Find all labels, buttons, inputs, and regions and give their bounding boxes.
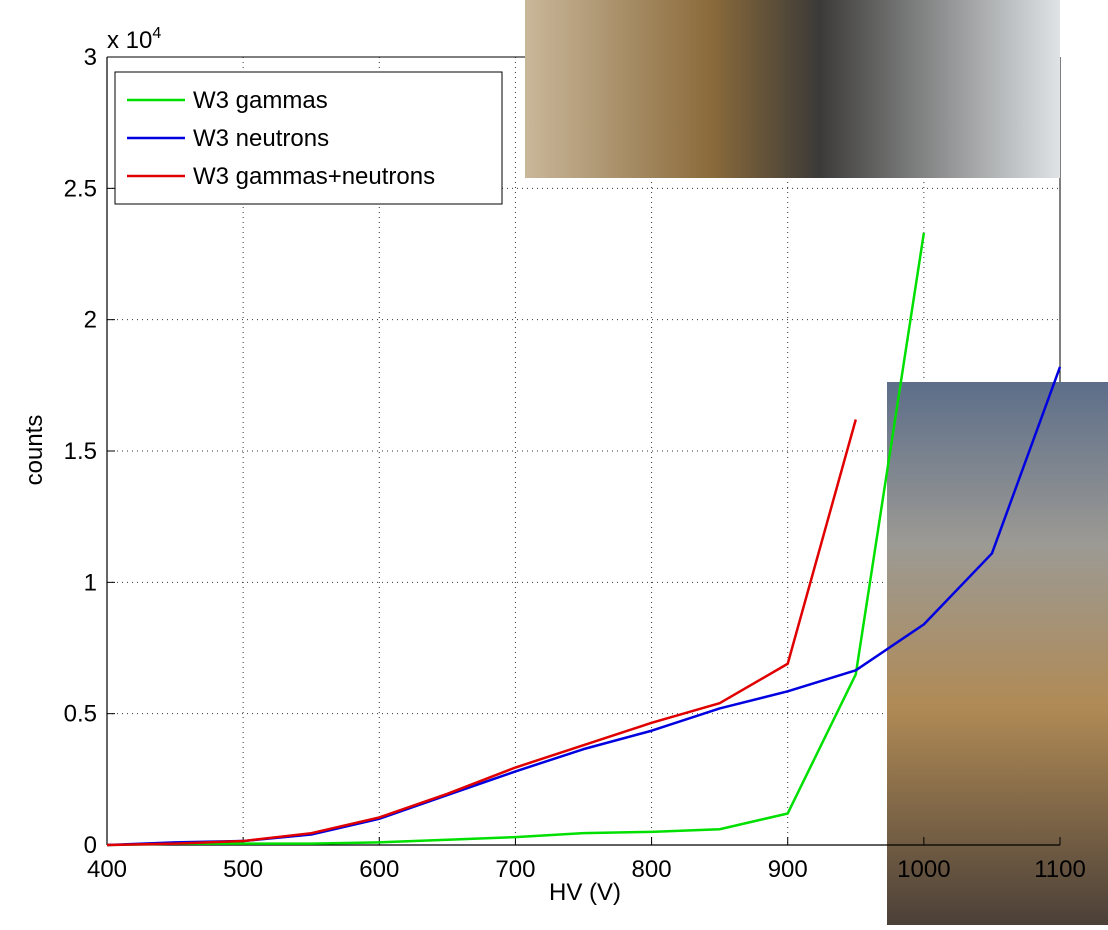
x-tick-label: 1000 [897,856,950,883]
legend-label: W3 gammas [193,87,328,114]
y-tick-label: 1.5 [64,438,97,465]
x-tick-label: 400 [87,856,127,883]
y-multiplier-exponent: 4 [152,25,161,42]
y-multiplier-base: x 10 [107,27,152,54]
x-tick-label: 600 [359,856,399,883]
y-tick-label: 3 [84,44,97,71]
y-tick-label: 1 [84,569,97,596]
x-axis-label: HV (V) [549,879,621,906]
photo-inset [887,382,1108,925]
legend: W3 gammas W3 neutrons W3 gammas+neutrons [114,71,503,205]
legend-label: W3 neutrons [193,125,329,152]
series-line [106,232,926,847]
y-axis-label: counts [21,415,48,486]
x-tick-label: 900 [768,856,808,883]
x-tick-label: 800 [632,856,672,883]
y-tick-label: 0 [84,832,97,859]
y-multiplier: x 104 [107,25,161,54]
photo-inset [525,0,1060,178]
series-line [106,419,857,847]
x-tick-label: 700 [495,856,535,883]
y-tick-label: 0.5 [64,701,97,728]
data-lines [106,56,1062,847]
x-tick-label: 1100 [1034,856,1086,883]
y-tick-label: 2.5 [64,175,97,202]
x-tick-label: 500 [223,856,263,883]
legend-label: W3 gammas+neutrons [193,163,435,190]
y-tick-label: 2 [84,307,97,334]
